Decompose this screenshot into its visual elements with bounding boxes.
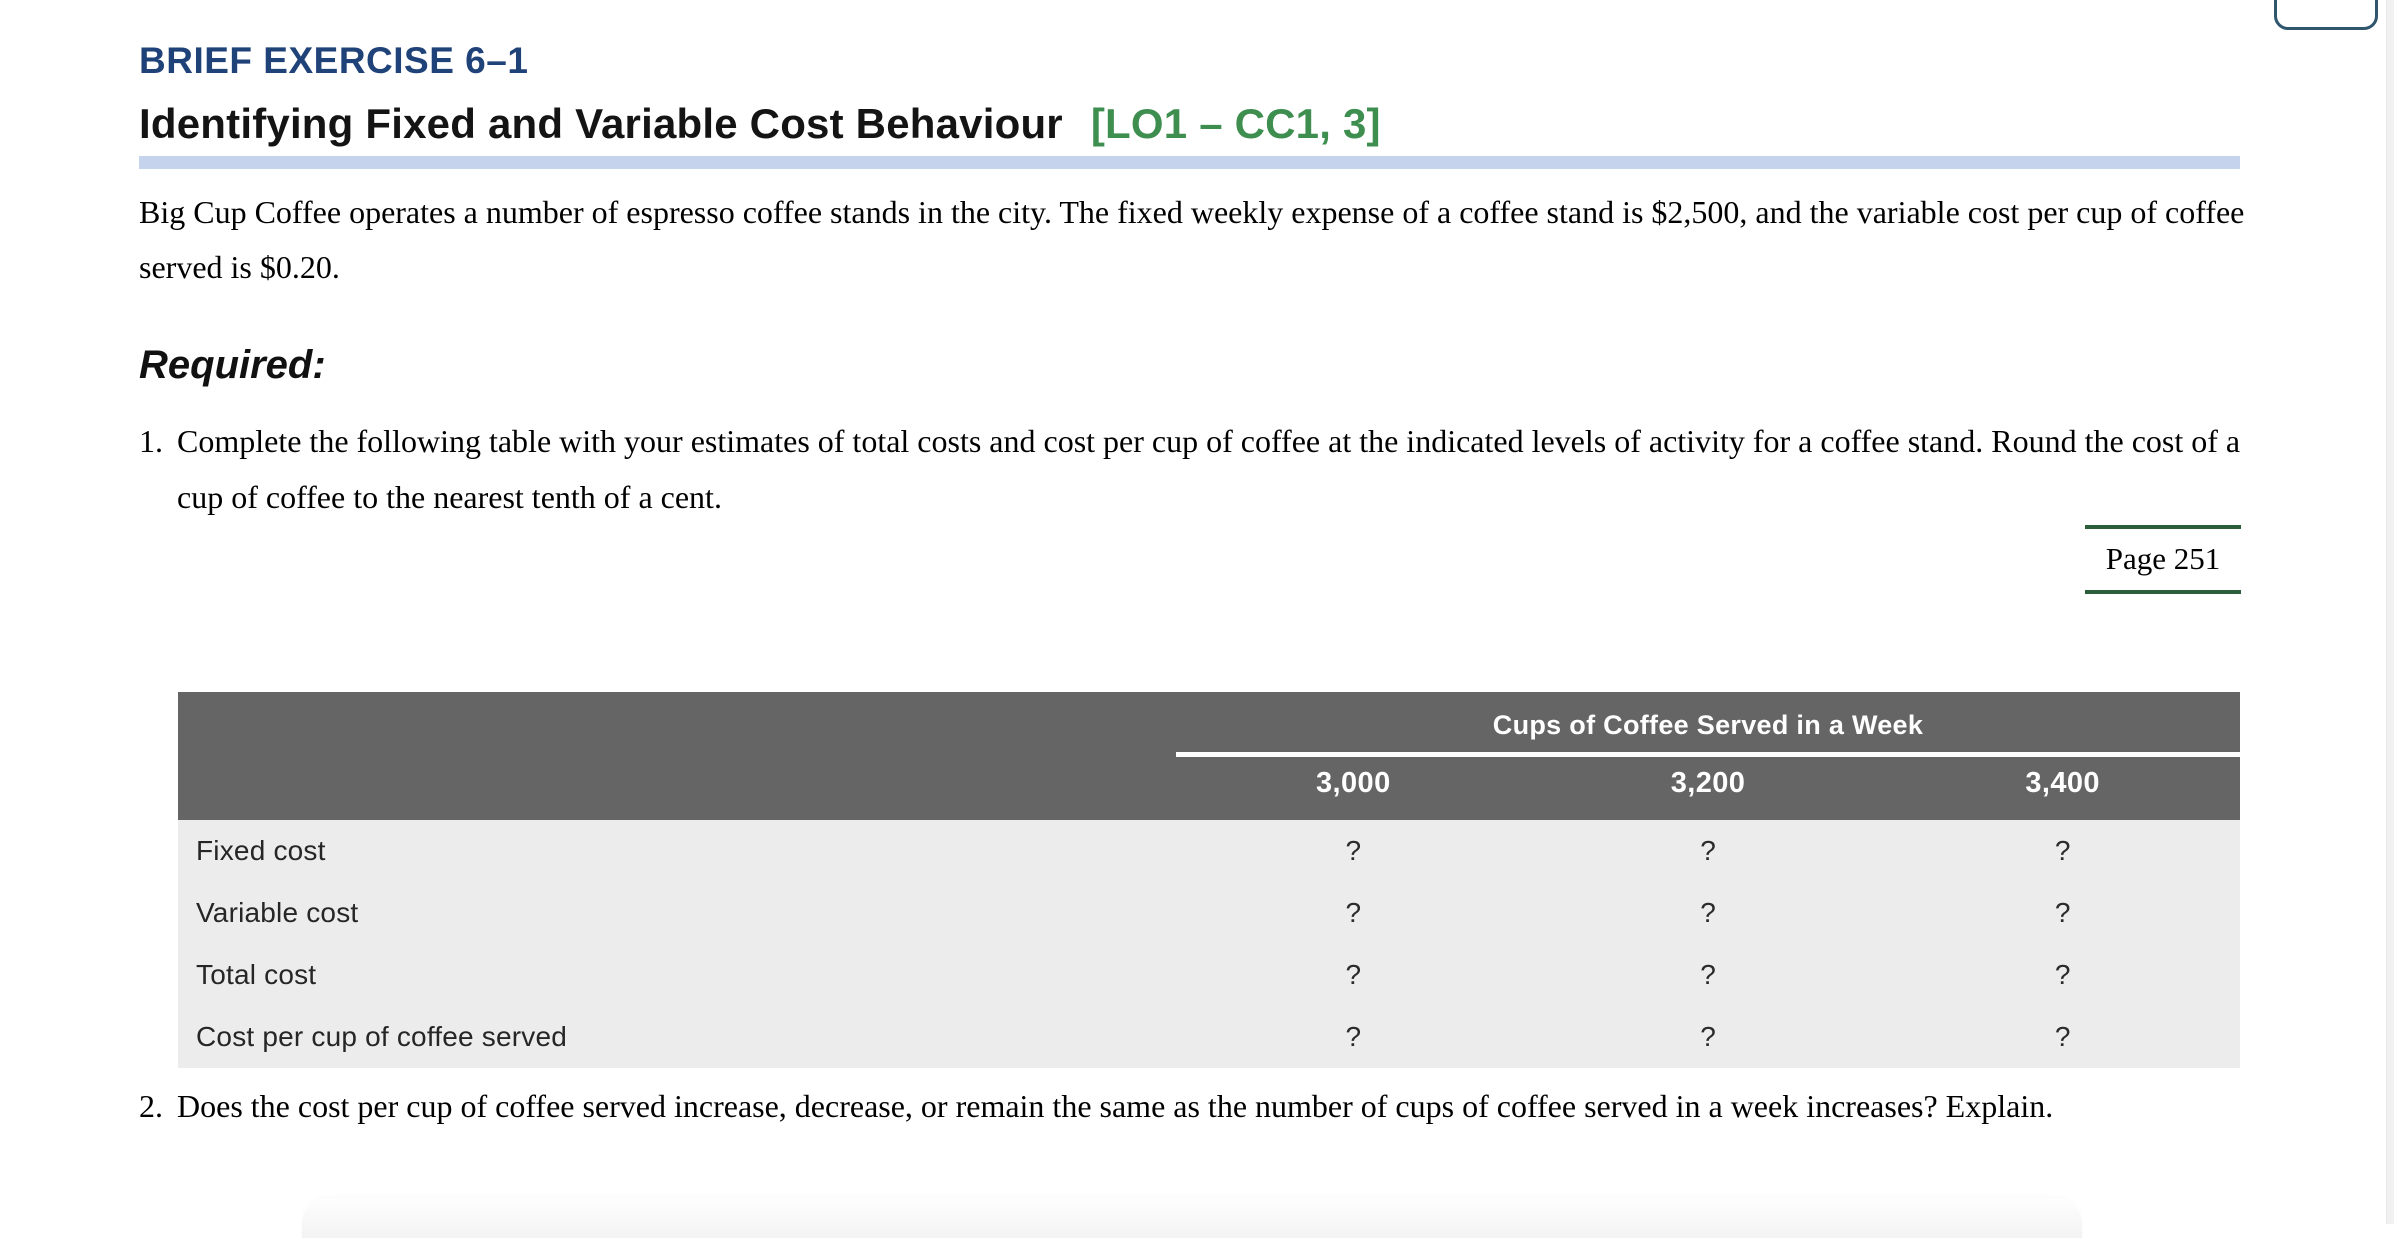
required-heading: Required: bbox=[139, 343, 326, 387]
table-cell: ? bbox=[1345, 959, 1362, 990]
table-cell: ? bbox=[2054, 897, 2071, 928]
cost-table-body: Fixed cost ? ? ? Variable cost ? ? ? Tot… bbox=[178, 820, 2240, 1068]
item-text: Complete the following table with your e… bbox=[177, 423, 2241, 515]
page-reference: Page 251 bbox=[2085, 525, 2241, 594]
column-header: 3,400 bbox=[2025, 767, 2100, 799]
column-group-header: Cups of Coffee Served in a Week bbox=[1492, 710, 1924, 740]
row-label: Cost per cup of coffee served bbox=[196, 1021, 568, 1052]
requirement-item-2: 2. Does the cost per cup of coffee serve… bbox=[139, 1078, 2255, 1134]
learning-objective-tag: [LO1 – CC1, 3] bbox=[1090, 100, 1381, 147]
intro-paragraph: Big Cup Coffee operates a number of espr… bbox=[139, 194, 2245, 285]
table-cell: ? bbox=[1345, 897, 1362, 928]
column-header: 3,200 bbox=[1670, 767, 1746, 799]
table-cell: ? bbox=[2054, 1021, 2071, 1052]
cost-table: Cups of Coffee Served in a Week 3,000 3,… bbox=[178, 692, 2240, 1068]
table-cell: ? bbox=[1345, 835, 1362, 866]
column-header: 3,000 bbox=[1316, 767, 1391, 799]
table-cell: ? bbox=[1700, 897, 1716, 928]
column-headers: 3,000 3,200 3,400 bbox=[1176, 767, 2240, 812]
truncated-toolbar-button[interactable] bbox=[2274, 0, 2378, 30]
table-cell: ? bbox=[1700, 835, 1716, 866]
exercise-title-row: Identifying Fixed and Variable Cost Beha… bbox=[139, 100, 1381, 148]
table-cell: ? bbox=[1700, 959, 1716, 990]
exercise-title: Identifying Fixed and Variable Cost Beha… bbox=[139, 100, 1063, 147]
scrollbar-track[interactable] bbox=[2386, 0, 2394, 1224]
item-number: 2. bbox=[139, 1088, 163, 1124]
item-text: Does the cost per cup of coffee served i… bbox=[177, 1088, 2054, 1124]
heading-divider bbox=[139, 156, 2240, 169]
table-cell: ? bbox=[2054, 835, 2071, 866]
item-number: 1. bbox=[139, 423, 163, 459]
table-row: Cost per cup of coffee served ? ? ? bbox=[178, 1006, 2240, 1068]
group-header-underline bbox=[1176, 752, 2240, 757]
exercise-label: BRIEF EXERCISE 6–1 bbox=[139, 40, 529, 81]
row-label: Total cost bbox=[196, 959, 317, 990]
row-label: Fixed cost bbox=[196, 835, 326, 866]
table-row: Variable cost ? ? ? bbox=[178, 882, 2240, 944]
table-cell: ? bbox=[1700, 1021, 1716, 1052]
table-row: Fixed cost ? ? ? bbox=[178, 820, 2240, 882]
requirement-item-1: 1. Complete the following table with you… bbox=[139, 413, 2255, 525]
table-cell: ? bbox=[1345, 1021, 1362, 1052]
table-row: Total cost ? ? ? bbox=[178, 944, 2240, 1006]
cost-table-header: Cups of Coffee Served in a Week 3,000 3,… bbox=[178, 692, 2240, 820]
next-section-shadow bbox=[302, 1198, 2082, 1238]
table-cell: ? bbox=[2054, 959, 2071, 990]
row-label: Variable cost bbox=[196, 897, 359, 928]
